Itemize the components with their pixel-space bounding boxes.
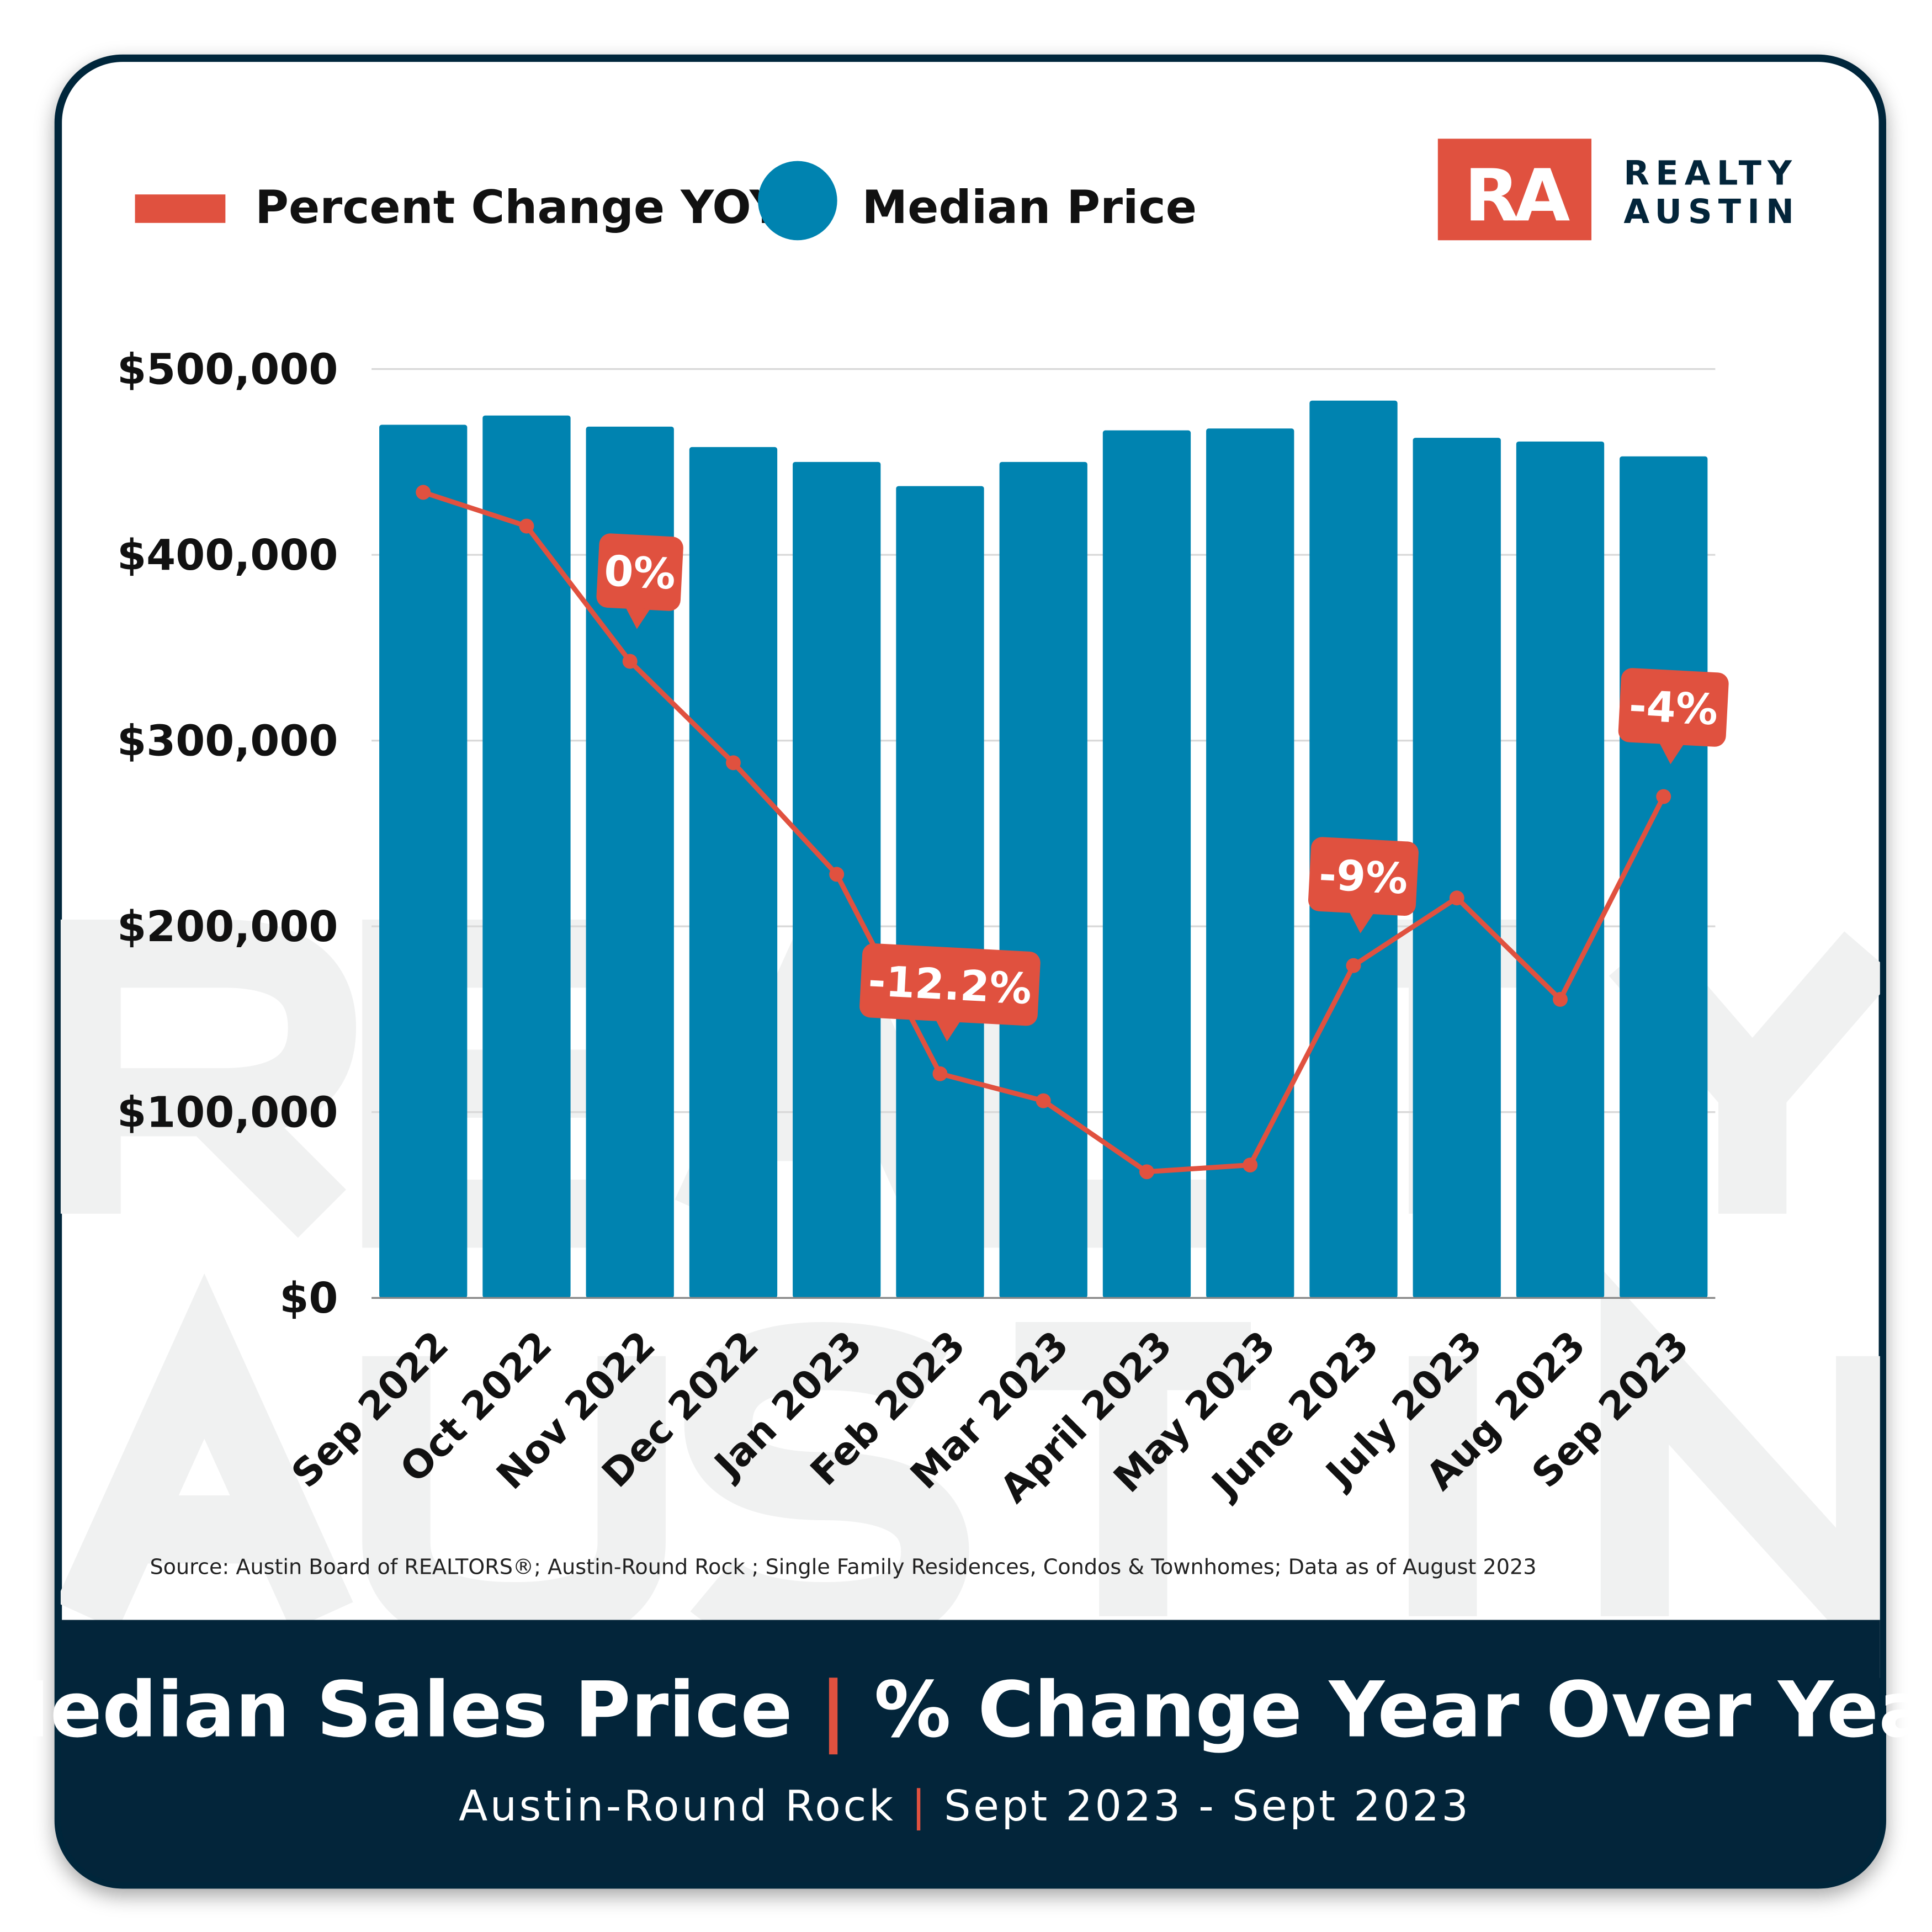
- source-note: Source: Austin Board of REALTORS®; Austi…: [150, 1555, 1536, 1579]
- footer: Median Sales Price | % Change Year Over …: [0, 1665, 1932, 1832]
- bar-median-price: [482, 415, 571, 1298]
- bar-median-price: [689, 447, 778, 1298]
- line-point: [1656, 789, 1671, 804]
- line-point: [622, 654, 638, 669]
- footer-subtitle-left: Austin-Round Rock: [459, 1781, 895, 1830]
- callout-box: [859, 943, 1041, 1026]
- line-point: [1243, 1158, 1258, 1172]
- watermark-letter: [362, 1356, 666, 1650]
- bar-median-price: [1102, 430, 1191, 1298]
- line-point: [1553, 992, 1568, 1007]
- logo-line1: REALTY: [1623, 154, 1798, 193]
- line-point: [726, 755, 741, 771]
- callout-label: 0%: [596, 533, 683, 629]
- logo-mark-box: [1437, 139, 1592, 241]
- y-tick-label: $500,000: [117, 345, 338, 394]
- line-point: [1036, 1093, 1051, 1108]
- y-tick-label: $400,000: [117, 530, 338, 580]
- bar-median-price: [586, 426, 674, 1298]
- footer-title-right: % Change Year Over Year: [874, 1665, 1932, 1755]
- y-tick-label: $300,000: [117, 716, 338, 766]
- footer-title-left: Median Sales Price: [0, 1665, 793, 1755]
- line-point: [1139, 1164, 1154, 1180]
- bar-median-price: [379, 424, 468, 1298]
- callout-pointer: [1349, 911, 1374, 933]
- legend-line-label: Percent Change YOY: [255, 181, 783, 234]
- line-point: [1346, 958, 1361, 973]
- footer-subtitle-separator: |: [911, 1781, 928, 1831]
- callout-text: 0%: [603, 546, 677, 599]
- watermark-letter: [1600, 1267, 1880, 1705]
- footer-band: [60, 1620, 1880, 1883]
- legend-bar-label: Median Price: [862, 181, 1197, 234]
- callout-pointer: [1659, 742, 1684, 765]
- footer-subtitle: Austin-Round Rock | Sept 2023 - Sept 202…: [459, 1781, 1471, 1831]
- logo-mark: RA: [1464, 153, 1570, 237]
- realty-austin-logo: RA REALTY AUSTIN: [1437, 139, 1800, 241]
- callout-text: -12.2%: [867, 956, 1033, 1013]
- callout-text: -9%: [1318, 850, 1409, 903]
- watermark-letter: [1015, 1322, 1251, 1616]
- watermark-letter: [684, 1322, 969, 1650]
- line-point: [519, 518, 534, 534]
- bar-median-price: [896, 486, 984, 1298]
- line-point: [932, 1066, 948, 1081]
- callout-label: -4%: [1618, 668, 1729, 765]
- callout-pointer: [625, 607, 651, 629]
- legend-line-swatch: [135, 194, 226, 223]
- bar-median-price: [1413, 438, 1501, 1298]
- callout-text: -4%: [1628, 681, 1719, 734]
- footer-title: Median Sales Price | % Change Year Over …: [0, 1665, 1932, 1755]
- bar-median-price: [1206, 428, 1294, 1298]
- footer-title-separator: |: [819, 1665, 847, 1755]
- bar-median-price: [999, 461, 1087, 1298]
- callout-box: [1308, 837, 1419, 916]
- y-tick-label: $0: [279, 1273, 338, 1323]
- bar-median-price: [1516, 441, 1605, 1298]
- watermark-letter: [60, 1273, 353, 1631]
- watermark-letter: [60, 919, 357, 1238]
- line-point: [416, 485, 431, 500]
- line-point: [829, 867, 845, 882]
- legend: Percent Change YOY Median Price: [135, 161, 1197, 241]
- callout-box: [596, 533, 683, 611]
- y-tick-label: $200,000: [117, 902, 338, 951]
- footer-subtitle-right: Sept 2023 - Sept 2023: [944, 1781, 1471, 1830]
- legend-bar-swatch: [758, 161, 837, 241]
- y-tick-label: $100,000: [117, 1088, 338, 1137]
- bar-median-price: [1620, 456, 1708, 1298]
- callout-pointer: [936, 1020, 960, 1042]
- line-point: [1449, 890, 1464, 906]
- callout-label: -9%: [1308, 837, 1419, 933]
- callout-label: -12.2%: [859, 943, 1041, 1042]
- callout-box: [1618, 668, 1729, 747]
- logo-line2: AUSTIN: [1623, 193, 1800, 231]
